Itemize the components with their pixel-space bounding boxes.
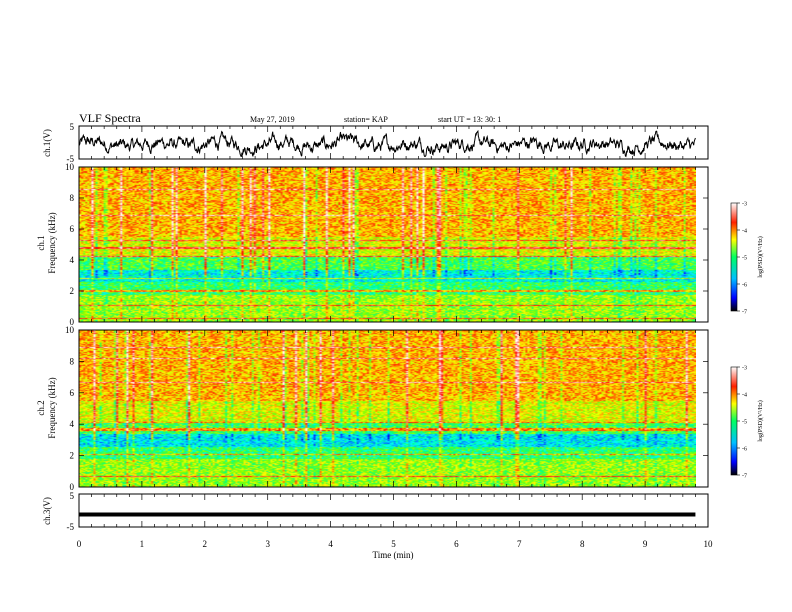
ch3-waveform-frame [78, 493, 709, 528]
start-time-label: start UT = 13: 30: 1 [438, 115, 501, 124]
x-tick-label: 7 [517, 539, 522, 549]
ch1-ytick-bottom: -5 [67, 154, 75, 164]
y-tick-label: 2 [70, 286, 75, 296]
colorbar-tick-label: -5 [742, 256, 747, 262]
y-tick-label: 4 [70, 419, 75, 429]
y-tick-label: 8 [70, 356, 75, 366]
ch1-waveform-panel: 5 -5 ch.1(V) [42, 122, 709, 164]
y-tick-label: 6 [70, 224, 75, 234]
y-tick-label: 0 [70, 482, 75, 492]
ch1-waveform-line [78, 129, 696, 158]
ch1-spectrogram-ylabel-channel: ch.1 [36, 235, 46, 250]
ch2-colorbar-label: log(PSD)(V²/Hz) [757, 400, 764, 441]
ch1-waveform-frame [78, 125, 709, 160]
x-tick-label: 10 [704, 539, 714, 549]
ch3-ylabel: ch.3(V) [42, 497, 52, 525]
y-tick-label: 8 [70, 193, 75, 203]
colorbar-tick-label: -4 [742, 393, 747, 399]
x-tick-label: 1 [140, 539, 145, 549]
y-tick-label: 10 [65, 162, 75, 172]
ch1-spectrogram-y-ticks: 0 2 4 6 8 10 [65, 162, 708, 327]
y-tick-label: 6 [70, 388, 75, 398]
x-axis-label: Time (min) [373, 550, 414, 560]
colorbar-tick-label: -7 [742, 310, 747, 316]
ch2-spectrogram-panel: 0 2 4 6 8 10 ch.2 Frequency (kHz) [36, 325, 709, 492]
ch1-colorbar-gradient [730, 202, 738, 312]
ch1-spectrogram-ylabel-frequency: Frequency (kHz) [47, 212, 57, 273]
y-tick-label: 0 [70, 317, 75, 327]
ch2-spectrogram-frame [78, 329, 709, 488]
ch2-spectrogram-ylabel-channel: ch.2 [36, 400, 46, 415]
y-tick-label: 10 [65, 325, 75, 335]
x-tick-label: 3 [265, 539, 270, 549]
x-tick-label: 8 [580, 539, 585, 549]
ch2-spectrogram-image [79, 330, 696, 487]
y-tick-label: 4 [70, 255, 75, 265]
ch1-colorbar-ticks: -3 -4 -5 -6 -7 [737, 202, 747, 316]
figure-title: VLF Spectra [79, 111, 141, 125]
y-tick-label: 2 [70, 451, 75, 461]
x-tick-label: 6 [454, 539, 459, 549]
ch2-colorbar: -3 -4 -5 -6 -7 log(PSD)(V²/Hz) [730, 366, 764, 480]
x-axis-tick-labels: 0 1 2 3 4 5 6 7 8 9 10 [77, 539, 713, 549]
x-tick-label: 5 [391, 539, 396, 549]
ch2-colorbar-gradient [730, 366, 738, 476]
ch3-waveform-x-ticks [78, 494, 709, 527]
ch1-spectrogram-panel: 0 2 4 6 8 10 ch.1 Frequency (kHz) [36, 162, 709, 327]
ch1-ylabel: ch.1(V) [42, 129, 52, 157]
ch2-spectrogram-ylabel-frequency: Frequency (kHz) [47, 377, 57, 438]
station-label: station= KAP [344, 115, 388, 124]
colorbar-tick-label: -6 [742, 283, 747, 289]
ch1-spectrogram-frame [78, 166, 709, 323]
ch2-colorbar-ticks: -3 -4 -5 -6 -7 [737, 366, 747, 480]
date-label: May 27, 2019 [250, 115, 295, 124]
colorbar-tick-label: -7 [742, 474, 747, 480]
x-tick-label: 2 [203, 539, 208, 549]
x-tick-label: 9 [643, 539, 648, 549]
ch1-ytick-top: 5 [70, 122, 75, 132]
ch3-waveform-panel: 5 -5 ch.3(V) [42, 491, 709, 532]
colorbar-tick-label: -6 [742, 447, 747, 453]
ch2-spectrogram-y-ticks: 0 2 4 6 8 10 [65, 325, 708, 492]
ch1-spectrogram-image [79, 167, 696, 322]
ch1-colorbar-label: log(PSD)(V²/Hz) [757, 236, 764, 277]
colorbar-tick-label: -3 [742, 202, 747, 208]
ch1-colorbar: -3 -4 -5 -6 -7 log(PSD)(V²/Hz) [730, 202, 764, 316]
colorbar-tick-label: -3 [742, 366, 747, 372]
ch3-ytick-top: 5 [70, 491, 75, 501]
colorbar-tick-label: -5 [742, 420, 747, 426]
ch1-spectrogram-x-ticks [78, 167, 709, 322]
x-tick-label: 0 [77, 539, 82, 549]
colorbar-tick-label: -4 [742, 229, 747, 235]
ch3-ytick-bottom: -5 [67, 522, 75, 532]
x-tick-label: 4 [328, 539, 333, 549]
